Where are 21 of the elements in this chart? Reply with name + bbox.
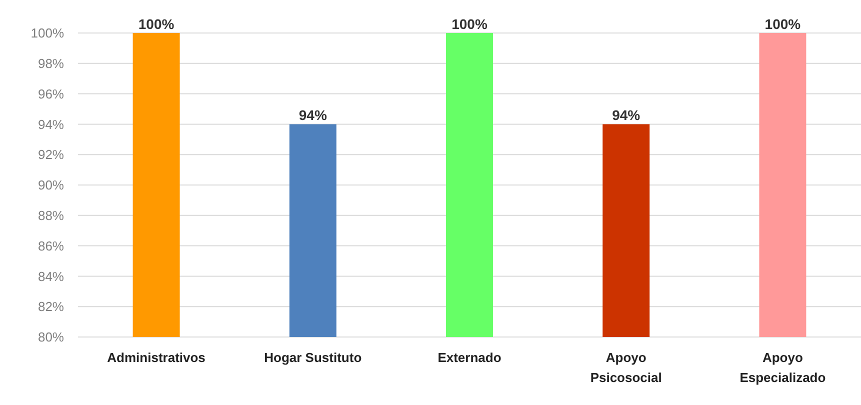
data-label: 94% (298, 107, 328, 124)
y-tick-label: 92% (38, 147, 64, 162)
y-tick-label: 88% (38, 208, 64, 223)
y-tick-label: 86% (38, 238, 64, 254)
y-tick-label: 94% (38, 116, 64, 132)
y-tick-label: 80% (38, 330, 64, 345)
x-tick-label: Apoyo Especializado (740, 350, 826, 385)
y-tick-label: 98% (38, 56, 64, 71)
y-tick-label: 96% (38, 86, 64, 102)
data-label: 100% (764, 16, 802, 32)
x-tick-label: Administrativos (107, 350, 206, 365)
data-label: 100% (452, 16, 488, 32)
y-tick-label: 90% (38, 178, 64, 193)
y-tick-label: 82% (38, 299, 64, 314)
y-tick-label: 100% (30, 26, 64, 41)
x-tick-label: Externado (438, 350, 502, 365)
data-label: 94% (612, 107, 641, 124)
x-tick-label: Hogar Sustituto (264, 350, 362, 365)
x-tick-label: Apoyo Psicosocial (590, 350, 662, 385)
data-label: 100% (138, 16, 175, 32)
y-tick-label: 84% (38, 268, 64, 284)
